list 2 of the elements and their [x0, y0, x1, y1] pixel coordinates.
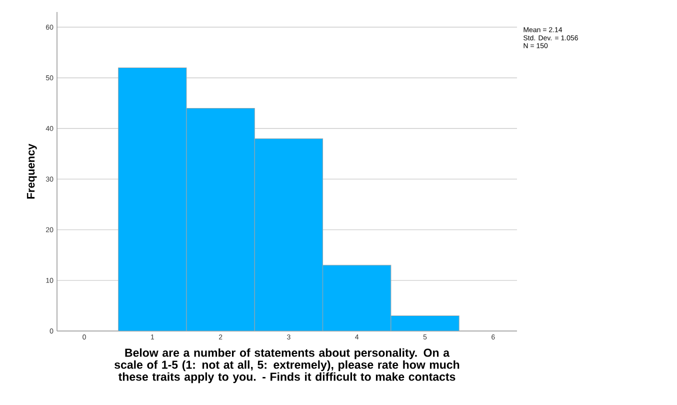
y-axis-title: Frequency [26, 144, 37, 199]
x-axis-title: Below are a number of statements about personality. On a scale of 1-5 (1: not at all, 5: extremely), please rate how much these traits apply to you. - Finds it difficult to make contacts [114, 348, 460, 384]
